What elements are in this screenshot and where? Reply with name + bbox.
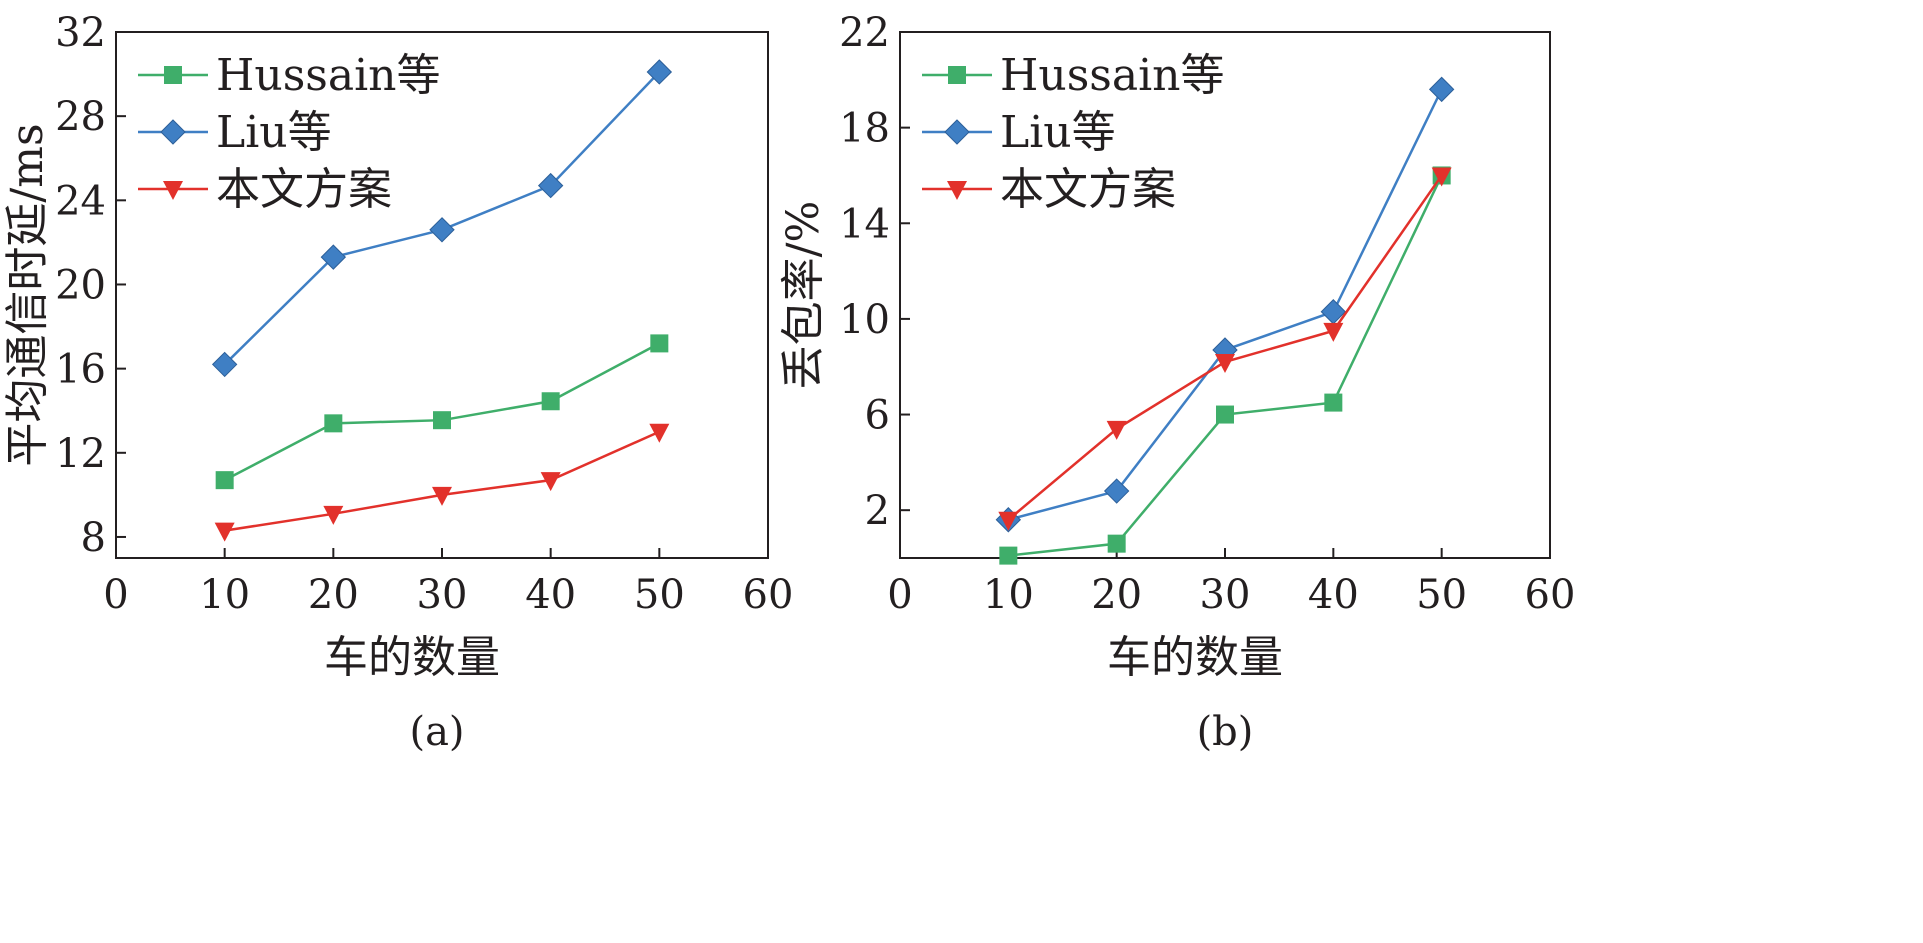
x-tick-label: 60	[1525, 572, 1576, 618]
marker-diamond	[944, 119, 970, 145]
marker-square	[1107, 534, 1126, 553]
legend-label: Hussain等	[216, 50, 441, 101]
x-tick-label: 0	[103, 572, 128, 618]
marker-square	[324, 414, 343, 433]
series-1: Liu等	[138, 59, 673, 378]
marker-square	[541, 392, 560, 411]
y-tick-label: 10	[839, 297, 890, 343]
marker-square	[948, 66, 966, 84]
legend-label: 本文方案	[1000, 164, 1176, 215]
marker-triangle-down	[649, 423, 670, 443]
caption: (a)	[409, 709, 464, 755]
x-tick-label: 20	[1091, 572, 1142, 618]
x-tick-label: 50	[634, 572, 685, 618]
x-tick-label: 40	[1308, 572, 1359, 618]
chart-b: 0 10 20 30 40 50 60 2 6 10 14 18 22 车的数量 丢包率/% (b) Hussa…	[778, 10, 1575, 755]
marker-diamond	[646, 59, 673, 85]
marker-diamond	[211, 351, 238, 378]
y-axis-label: 平均通信时延/ms	[2, 123, 53, 466]
x-tick-label: 60	[743, 572, 794, 618]
y-tick-label: 28	[55, 94, 106, 140]
chart-a: 0 10 20 30 40 50 60 8 12 16 20 24 28 32 车的数量 平均通信时延/ms (…	[2, 10, 793, 755]
y-tick-label: 8	[81, 515, 106, 561]
x-tick-label: 40	[525, 572, 576, 618]
marker-triangle-down	[163, 181, 183, 200]
y-tick-label: 18	[839, 106, 890, 152]
marker-triangle-down	[323, 505, 344, 525]
series-2: 本文方案	[138, 164, 670, 542]
x-tick-label: 30	[417, 572, 468, 618]
marker-diamond	[1428, 76, 1455, 103]
marker-triangle-down	[432, 486, 452, 506]
y-tick-label: 24	[55, 178, 106, 224]
marker-diamond	[320, 244, 347, 270]
marker-square	[433, 411, 451, 430]
marker-diamond	[429, 217, 455, 243]
y-axis-label: 丢包率/%	[778, 201, 829, 390]
marker-triangle-down	[947, 181, 967, 200]
series-0: Hussain等	[138, 50, 669, 490]
series-2: 本文方案	[922, 164, 1452, 531]
y-tick-label: 22	[839, 10, 890, 56]
legend-label: Hussain等	[1000, 50, 1225, 101]
caption: (b)	[1197, 709, 1254, 755]
y-tick-label: 20	[55, 262, 106, 308]
marker-square	[215, 471, 234, 490]
y-tick-label: 32	[55, 10, 106, 56]
y-tick-label: 16	[55, 347, 106, 393]
series-1: Liu等	[922, 76, 1455, 533]
y-tick-label: 12	[55, 431, 106, 477]
x-tick-label: 10	[199, 572, 250, 618]
y-tick-label: 6	[865, 393, 890, 439]
marker-triangle-down	[1215, 353, 1235, 373]
marker-square	[1216, 405, 1234, 424]
legend-label: 本文方案	[216, 164, 392, 215]
plot-frame	[899, 31, 1551, 559]
x-tick-label: 0	[887, 572, 912, 618]
x-axis-label: 车的数量	[1107, 632, 1283, 683]
marker-triangle-down	[1323, 322, 1344, 342]
x-axis-label: 车的数量	[324, 632, 500, 683]
legend-label: Liu等	[1000, 107, 1116, 158]
marker-diamond	[160, 119, 186, 145]
marker-triangle-down	[1431, 167, 1452, 187]
y-tick-label: 14	[839, 201, 890, 247]
marker-square	[999, 546, 1018, 565]
marker-triangle-down	[1106, 420, 1127, 440]
plot-frame	[115, 31, 769, 559]
marker-triangle-down	[540, 472, 561, 492]
series-0: Hussain等	[922, 50, 1451, 565]
legend-label: Liu等	[216, 107, 332, 158]
marker-square	[650, 334, 669, 353]
marker-square	[164, 66, 182, 84]
x-tick-label: 30	[1200, 572, 1251, 618]
x-tick-label: 20	[308, 572, 359, 618]
x-tick-label: 10	[983, 572, 1034, 618]
marker-triangle-down	[214, 522, 235, 542]
x-tick-label: 50	[1416, 572, 1467, 618]
y-tick-label: 2	[865, 488, 890, 534]
marker-diamond	[1103, 478, 1130, 504]
marker-diamond	[537, 172, 564, 199]
marker-triangle-down	[998, 511, 1019, 531]
marker-square	[1324, 393, 1343, 412]
